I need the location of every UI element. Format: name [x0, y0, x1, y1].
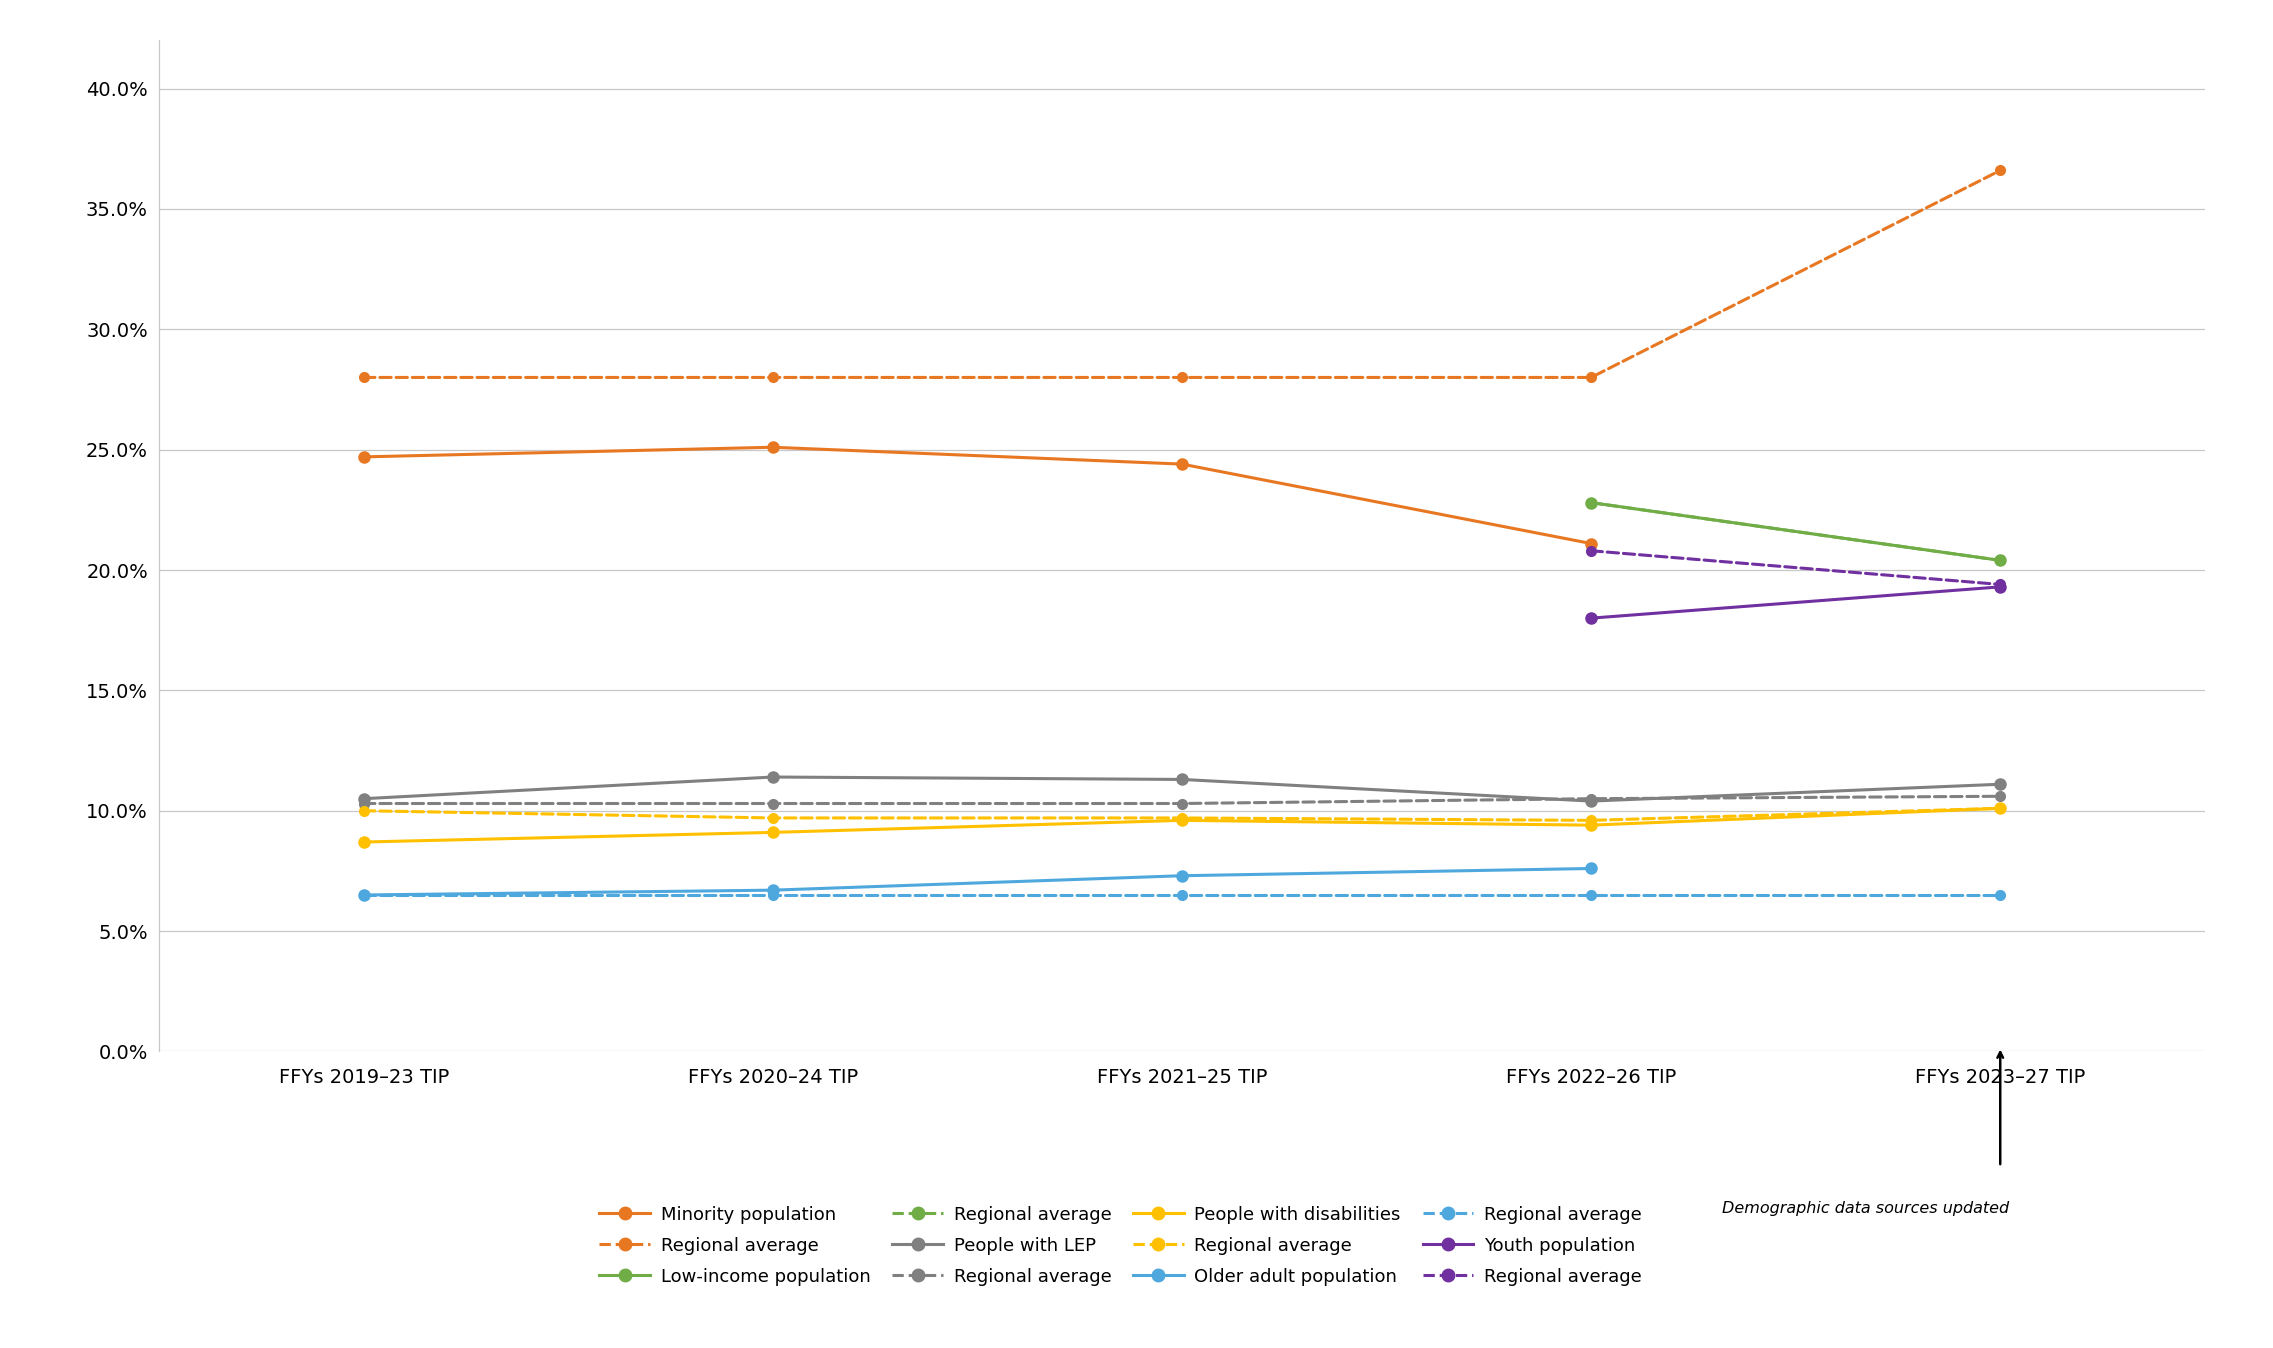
- Legend: Minority population, Regional average, Low-income population, Regional average, : Minority population, Regional average, L…: [591, 1197, 1650, 1295]
- Text: Demographic data sources updated: Demographic data sources updated: [1721, 1201, 2009, 1216]
